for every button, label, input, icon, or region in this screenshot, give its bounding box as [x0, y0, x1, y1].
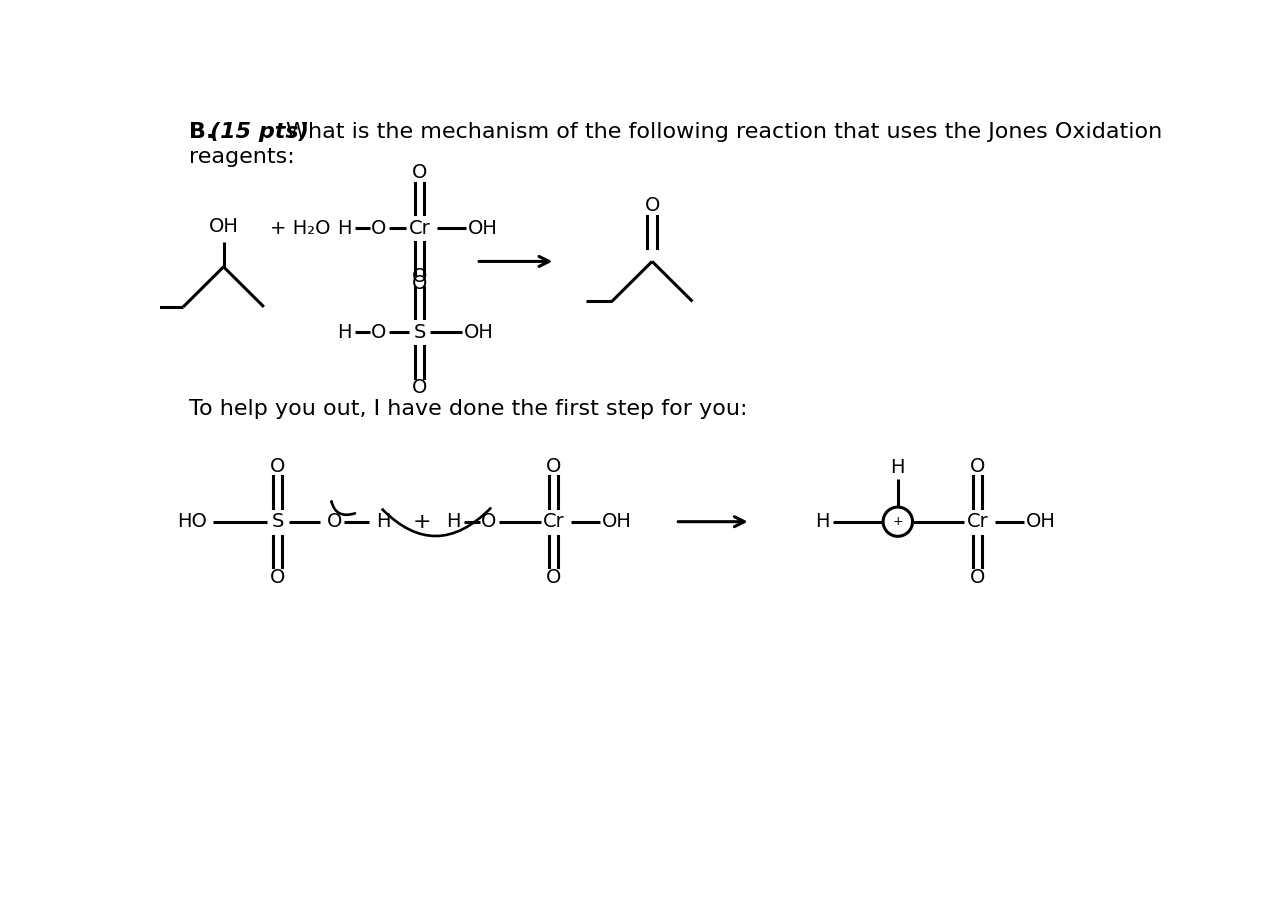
- Text: + H₂O: + H₂O: [270, 219, 330, 238]
- Text: H: H: [891, 459, 905, 478]
- Text: +: +: [412, 512, 431, 532]
- Text: OH: OH: [209, 217, 238, 236]
- Text: +: +: [892, 515, 904, 528]
- Text: Cr: Cr: [543, 512, 564, 531]
- Text: OH: OH: [465, 322, 494, 341]
- Text: O: O: [547, 568, 562, 587]
- FancyArrowPatch shape: [383, 508, 490, 536]
- Text: (15 pts): (15 pts): [210, 122, 310, 142]
- Text: To help you out, I have done the first step for you:: To help you out, I have done the first s…: [189, 400, 748, 419]
- Text: OH: OH: [468, 219, 498, 238]
- Text: O: O: [371, 219, 387, 238]
- Text: O: O: [481, 512, 497, 531]
- Text: O: O: [412, 274, 428, 293]
- Text: O: O: [371, 322, 387, 341]
- Text: O: O: [270, 457, 285, 476]
- Text: O: O: [970, 568, 986, 587]
- FancyArrowPatch shape: [332, 501, 355, 515]
- Text: S: S: [413, 322, 426, 341]
- Text: O: O: [547, 457, 562, 476]
- Text: HO: HO: [178, 512, 207, 531]
- Text: S: S: [271, 512, 284, 531]
- Text: O: O: [412, 267, 428, 286]
- Text: O: O: [970, 457, 986, 476]
- Text: What is the mechanism of the following reaction that uses the Jones Oxidation: What is the mechanism of the following r…: [285, 122, 1162, 142]
- Text: H: H: [337, 219, 352, 238]
- Text: H: H: [445, 512, 461, 531]
- Text: O: O: [644, 196, 659, 215]
- Text: reagents:: reagents:: [189, 147, 296, 167]
- Text: O: O: [412, 163, 428, 183]
- Text: Cr: Cr: [408, 219, 430, 238]
- Text: H: H: [376, 512, 390, 531]
- Text: OH: OH: [603, 512, 632, 531]
- Text: OH: OH: [1027, 512, 1056, 531]
- Text: H: H: [337, 322, 352, 341]
- Text: B.: B.: [189, 122, 215, 142]
- Text: Cr: Cr: [966, 512, 988, 531]
- Text: O: O: [326, 512, 342, 531]
- Text: O: O: [412, 379, 428, 397]
- Text: H: H: [815, 512, 829, 531]
- Text: O: O: [270, 568, 285, 587]
